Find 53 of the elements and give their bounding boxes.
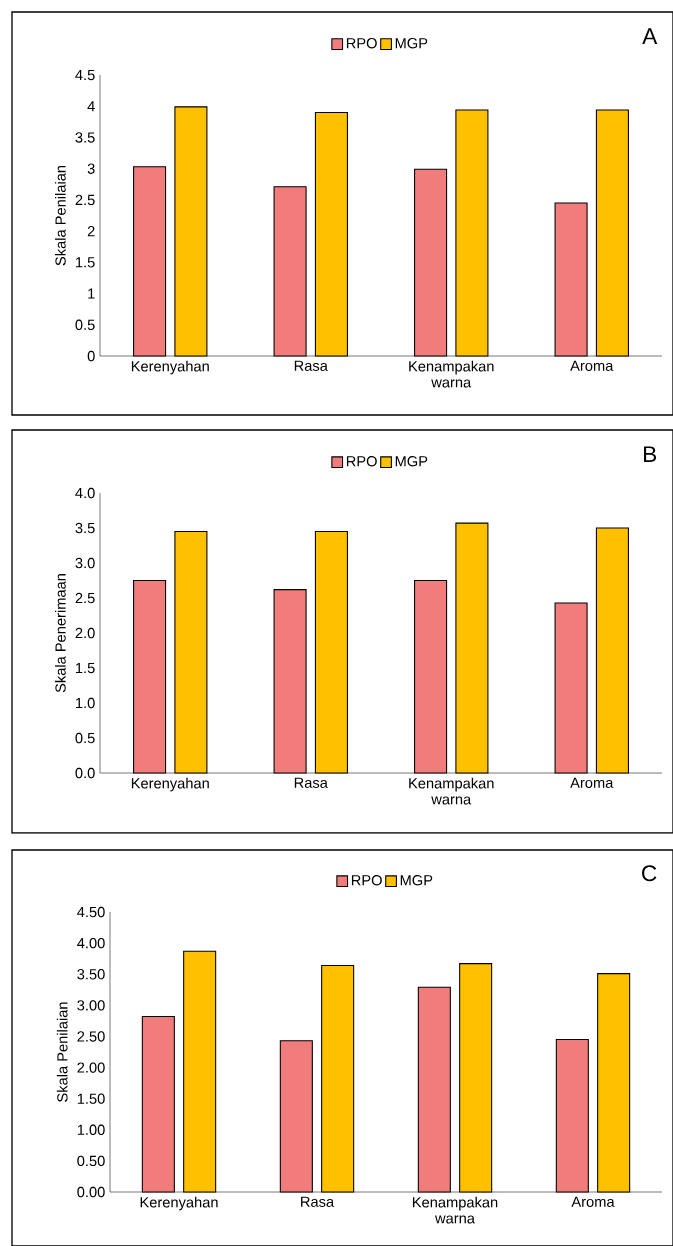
x-tick-label: Kenampakan warna [412, 1196, 498, 1224]
legend-label: MGP [400, 875, 433, 886]
y-tick-label: 3.0 [75, 557, 95, 569]
legend-label: RPO [351, 875, 382, 886]
y-tick-label: 2.0 [75, 627, 95, 639]
y-tick-label: 1.5 [76, 662, 95, 674]
chart-title: C [642, 865, 657, 882]
y-tick-label: 3.00 [77, 1000, 105, 1011]
x-tick-label: Kerenyahan [131, 360, 209, 375]
x-tick-label: Rasa [294, 360, 328, 371]
legend-label: RPO [346, 456, 377, 467]
y-tick-label: 3.5 [75, 132, 95, 143]
y-tick-label: 2.00 [77, 1062, 105, 1073]
x-tick-label: Aroma [570, 360, 614, 371]
y-tick-label: 1 [88, 288, 95, 299]
x-tick-label: Rasa [294, 777, 328, 788]
legend-label: MGP [395, 38, 428, 49]
chart-title: B [644, 446, 657, 463]
y-tick-label: 1.5 [76, 257, 95, 268]
chart-title: A [642, 28, 658, 44]
x-tick-label: Kenampakan warna [409, 360, 494, 388]
y-tick-label: 4.5 [75, 69, 95, 81]
x-tick-label: Aroma [571, 1196, 615, 1207]
y-axis-title: Skala Penilaian [54, 165, 66, 266]
y-tick-label: 3.50 [77, 969, 105, 980]
y-axis-title: Skala Penerimaan [54, 574, 66, 693]
x-tick-label: Kerenyahan [140, 1196, 218, 1211]
x-tick-label: Kenampakan warna [409, 777, 494, 805]
y-tick-label: 0.5 [75, 732, 95, 744]
legend-label: RPO [346, 38, 377, 49]
y-tick-label: 1.50 [77, 1093, 105, 1104]
y-tick-label: 4.0 [75, 487, 95, 499]
y-tick-label: 4 [87, 101, 95, 112]
y-axis-title: Skala Penilaian [56, 1002, 68, 1102]
y-tick-label: 0.0 [75, 767, 95, 779]
y-tick-label: 2.5 [75, 592, 95, 604]
y-tick-label: 0.50 [77, 1155, 105, 1167]
y-tick-label: 0 [87, 350, 95, 362]
x-tick-label: Aroma [570, 777, 614, 788]
y-tick-label: 2.5 [75, 194, 95, 206]
y-tick-label: 2 [87, 226, 95, 237]
y-tick-label: 1.0 [76, 697, 95, 709]
y-tick-label: 0.00 [77, 1186, 105, 1198]
y-tick-label: 4.00 [77, 937, 105, 949]
legend-label: MGP [395, 456, 428, 467]
x-tick-label: Rasa [301, 1196, 335, 1207]
y-tick-label: 3.5 [75, 522, 95, 534]
x-tick-label: Kerenyahan [131, 777, 209, 792]
y-tick-label: 2.50 [77, 1031, 105, 1042]
y-tick-label: 1.00 [77, 1124, 105, 1135]
y-tick-label: 4.50 [77, 906, 105, 918]
y-tick-label: 3 [87, 163, 95, 174]
y-tick-label: 0.5 [75, 319, 95, 330]
